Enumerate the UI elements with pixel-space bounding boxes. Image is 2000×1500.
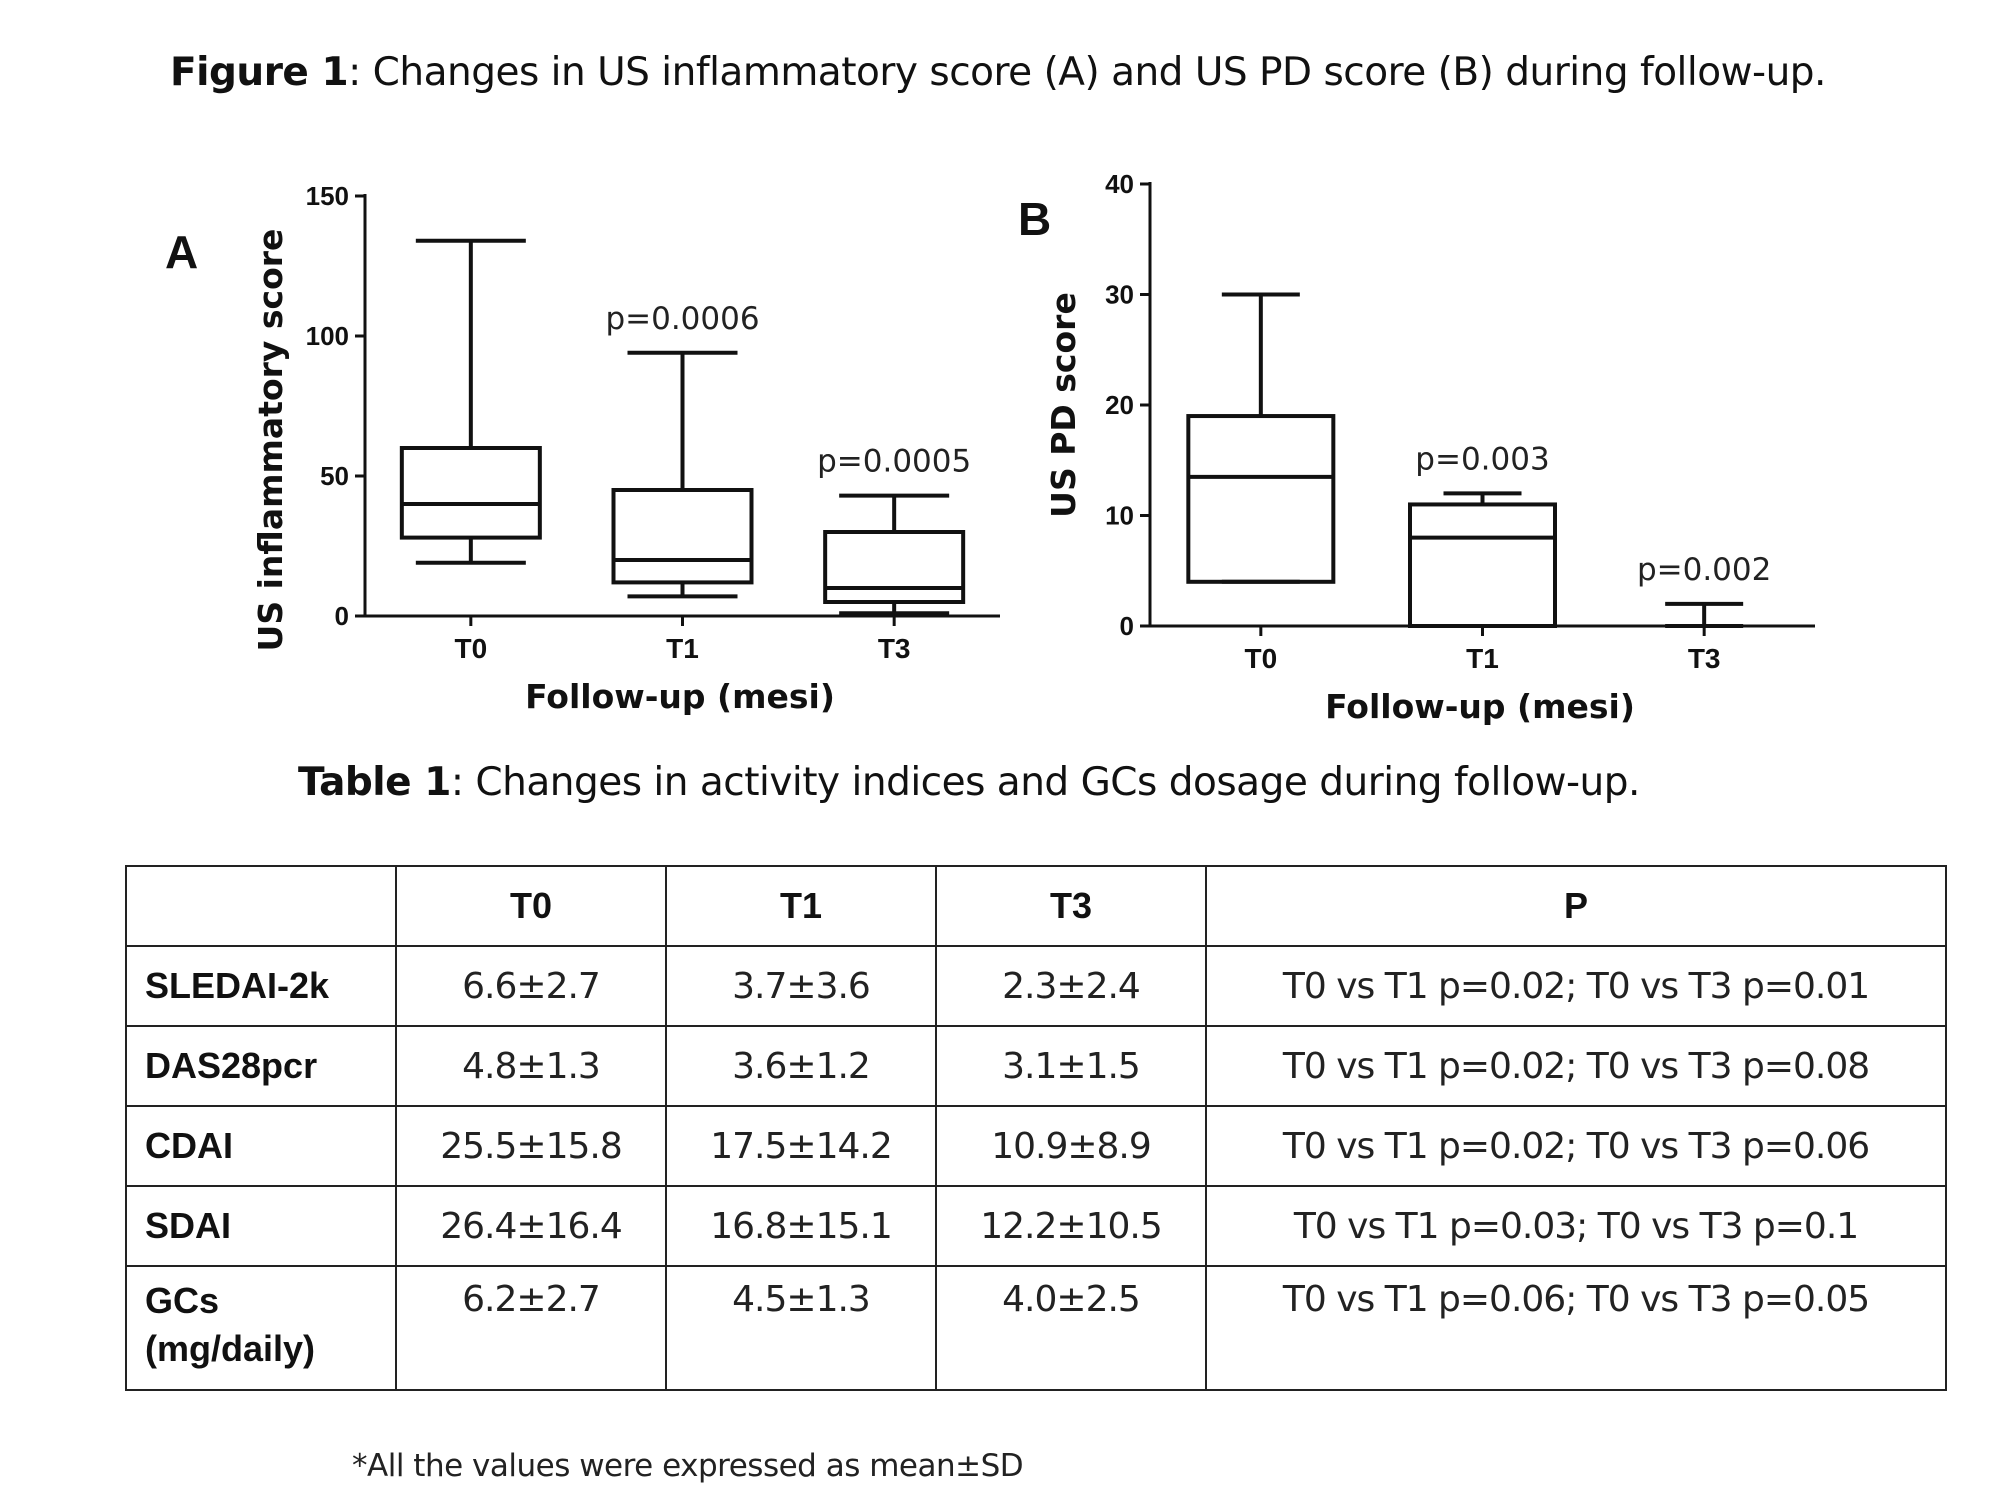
x-tick-label-a: T1 <box>666 633 699 664</box>
table-row: SLEDAI-2k 6.6±2.7 3.7±3.6 2.3±2.4 T0 vs … <box>125 945 1947 1027</box>
x-tick-label-a: T0 <box>454 633 487 664</box>
p-value-annotation: p=0.002 <box>1637 552 1771 588</box>
row-label: SDAI <box>125 1185 397 1267</box>
cell-t1: 3.7±3.6 <box>665 945 937 1027</box>
footnote: *All the values were expressed as mean±S… <box>352 1448 1024 1484</box>
activity-table: T0 T1 T3 P SLEDAI-2k 6.6±2.7 3.7±3.6 2.3… <box>125 865 1947 1391</box>
chart-a-boxplot: A US inflammatory score Follow-up (mesi)… <box>165 181 1000 716</box>
figure-caption-text: : Changes in US inflammatory score (A) a… <box>348 50 1826 95</box>
cell-p: T0 vs T1 p=0.02; T0 vs T3 p=0.01 <box>1205 945 1947 1027</box>
y-axis-label-a: US inflammatory score <box>251 229 290 652</box>
y-tick-label-b: 20 <box>1105 390 1134 420</box>
table-row: DAS28pcr 4.8±1.3 3.6±1.2 3.1±1.5 T0 vs T… <box>125 1025 1947 1107</box>
table-caption: Table 1: Changes in activity indices and… <box>298 760 1640 805</box>
x-axis-label-a: Follow-up (mesi) <box>525 677 835 716</box>
cell-t0: 6.6±2.7 <box>395 945 667 1027</box>
y-tick-label-a: 150 <box>306 181 349 211</box>
y-tick-label-b: 30 <box>1105 280 1134 310</box>
row-label: CDAI <box>125 1105 397 1187</box>
y-tick-label-b: 0 <box>1120 611 1134 641</box>
table-row: CDAI 25.5±15.8 17.5±14.2 10.9±8.9 T0 vs … <box>125 1105 1947 1187</box>
table-header-t0: T0 <box>395 865 667 947</box>
cell-t3: 3.1±1.5 <box>935 1025 1207 1107</box>
panel-label-a: A <box>165 226 198 278</box>
table-caption-text: : Changes in activity indices and GCs do… <box>450 760 1641 805</box>
box-iqr <box>399 446 542 540</box>
x-tick-label-b: T0 <box>1244 643 1277 674</box>
cell-t0: 26.4±16.4 <box>395 1185 667 1267</box>
row-label-line1: GCs <box>145 1280 220 1321</box>
y-tick-label-a: 0 <box>335 601 349 631</box>
box-iqr <box>611 488 754 585</box>
cell-p: T0 vs T1 p=0.02; T0 vs T3 p=0.06 <box>1205 1105 1947 1187</box>
row-label-line2: (mg/daily) <box>145 1328 316 1369</box>
box-iqr <box>823 530 966 604</box>
table-row: SDAI 26.4±16.4 16.8±15.1 12.2±10.5 T0 vs… <box>125 1185 1947 1267</box>
cell-t1: 17.5±14.2 <box>665 1105 937 1187</box>
cell-t0: 4.8±1.3 <box>395 1025 667 1107</box>
table-row: GCs (mg/daily) 6.2±2.7 4.5±1.3 4.0±2.5 T0… <box>125 1265 1947 1391</box>
p-value-annotation: p=0.003 <box>1415 441 1549 477</box>
y-tick-label-b: 10 <box>1105 501 1134 531</box>
row-label: GCs (mg/daily) <box>125 1265 397 1391</box>
cell-t3: 4.0±2.5 <box>935 1265 1207 1391</box>
y-tick-label-b: 40 <box>1105 169 1134 199</box>
y-tick-label-a: 50 <box>320 461 349 491</box>
y-axis-label-b: US PD score <box>1044 292 1083 518</box>
cell-t1: 16.8±15.1 <box>665 1185 937 1267</box>
table-caption-label: Table 1 <box>298 760 451 805</box>
y-tick-label-a: 100 <box>306 321 349 351</box>
cell-t3: 12.2±10.5 <box>935 1185 1207 1267</box>
chart-b-boxplot: B US PD score Follow-up (mesi) 0 10 20 30 40… <box>1018 169 1815 726</box>
cell-t3: 10.9±8.9 <box>935 1105 1207 1187</box>
p-value-annotation: p=0.0005 <box>817 444 971 480</box>
cell-t0: 25.5±15.8 <box>395 1105 667 1187</box>
x-tick-label-b: T3 <box>1688 643 1721 674</box>
table-header-t3: T3 <box>935 865 1207 947</box>
p-value-annotation: p=0.0006 <box>605 301 759 337</box>
cell-p: T0 vs T1 p=0.02; T0 vs T3 p=0.08 <box>1205 1025 1947 1107</box>
panel-label-b: B <box>1018 193 1051 245</box>
row-label: DAS28pcr <box>125 1025 397 1107</box>
table-header-empty <box>125 865 397 947</box>
x-tick-label-a: T3 <box>878 633 911 664</box>
x-tick-label-b: T1 <box>1466 643 1499 674</box>
box-iqr <box>1186 414 1336 584</box>
x-axis-label-b: Follow-up (mesi) <box>1325 687 1635 726</box>
cell-t0: 6.2±2.7 <box>395 1265 667 1391</box>
cell-p: T0 vs T1 p=0.06; T0 vs T3 p=0.05 <box>1205 1265 1947 1391</box>
table-header-p: P <box>1205 865 1947 947</box>
row-label: SLEDAI-2k <box>125 945 397 1027</box>
figure-caption: Figure 1: Changes in US inflammatory sco… <box>170 50 1826 95</box>
figure-caption-label: Figure 1 <box>170 50 349 95</box>
table-header-row: T0 T1 T3 P <box>125 865 1947 947</box>
cell-t1: 4.5±1.3 <box>665 1265 937 1391</box>
table-header-t1: T1 <box>665 865 937 947</box>
cell-t1: 3.6±1.2 <box>665 1025 937 1107</box>
cell-t3: 2.3±2.4 <box>935 945 1207 1027</box>
box-iqr <box>1408 502 1557 629</box>
cell-p: T0 vs T1 p=0.03; T0 vs T3 p=0.1 <box>1205 1185 1947 1267</box>
